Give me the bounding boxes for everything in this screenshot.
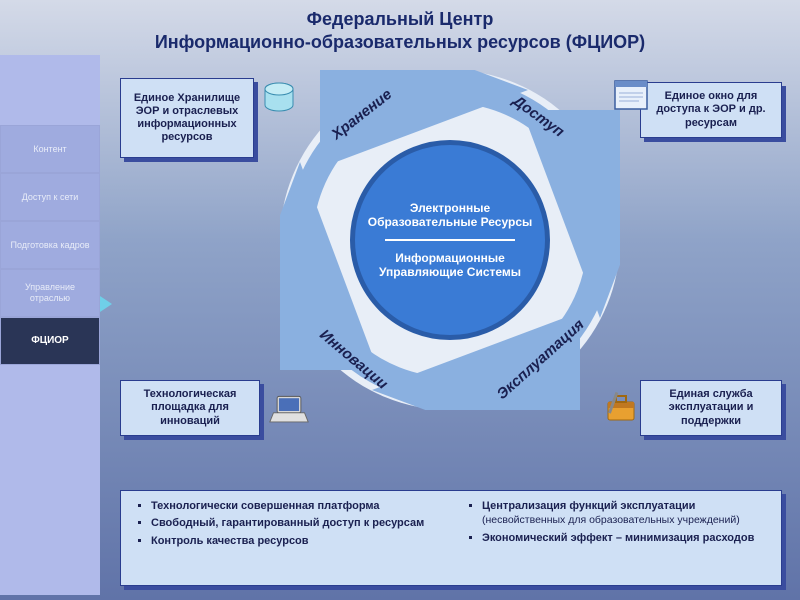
cycle-diagram: Электронные Образовательные Ресурсы Инфо…	[280, 70, 620, 410]
box-innovation: Технологическая площадка для инноваций	[120, 380, 260, 436]
sidebar-item-management[interactable]: Управление отраслью	[0, 269, 100, 317]
bullet-right-0-main: Централизация функций эксплуатации	[482, 500, 695, 512]
sidebar-item-content[interactable]: Контент	[0, 125, 100, 173]
bottom-right-col: Централизация функций эксплуатации (несв…	[466, 499, 767, 577]
bullet-left-2: Контроль качества ресурсов	[151, 534, 436, 548]
sidebar-item-access[interactable]: Доступ к сети	[0, 173, 100, 221]
title-line2: Информационно-образовательных ресурсов (…	[20, 31, 780, 54]
bullet-right-1: Экономический эффект – минимизация расхо…	[482, 531, 767, 545]
sidebar: Контент Доступ к сети Подготовка кадров …	[0, 55, 100, 595]
center-top-text: Электронные Образовательные Ресурсы	[355, 201, 545, 229]
bullet-left-1: Свободный, гарантированный доступ к ресу…	[151, 516, 436, 530]
cycle-center: Электронные Образовательные Ресурсы Инфо…	[350, 140, 550, 340]
center-bottom-text: Информационные Управляющие Системы	[355, 251, 545, 279]
sidebar-items: Контент Доступ к сети Подготовка кадров …	[0, 125, 100, 365]
bottom-summary-box: Технологически совершенная платформа Сво…	[120, 490, 782, 586]
box-storage: Единое Хранилище ЭОР и отраслевых информ…	[120, 78, 254, 158]
sidebar-item-fcior[interactable]: ФЦИОР	[0, 317, 100, 365]
box-support: Единая служба эксплуатации и поддержки	[640, 380, 782, 436]
main-diagram: Единое Хранилище ЭОР и отраслевых информ…	[110, 60, 790, 595]
page-title: Федеральный Центр Информационно-образова…	[0, 0, 800, 57]
sidebar-item-training[interactable]: Подготовка кадров	[0, 221, 100, 269]
bullet-left-0: Технологически совершенная платформа	[151, 499, 436, 513]
bullet-right-1-main: Экономический эффект – минимизация расхо…	[482, 532, 754, 544]
center-divider	[385, 239, 515, 241]
box-window: Единое окно для доступа к ЭОР и др. ресу…	[640, 82, 782, 138]
bottom-left-col: Технологически совершенная платформа Сво…	[135, 499, 436, 577]
title-line1: Федеральный Центр	[20, 8, 780, 31]
bullet-right-0-sub: (несвойственных для образовательных учре…	[482, 514, 740, 526]
bullet-right-0: Централизация функций эксплуатации (несв…	[482, 499, 767, 528]
